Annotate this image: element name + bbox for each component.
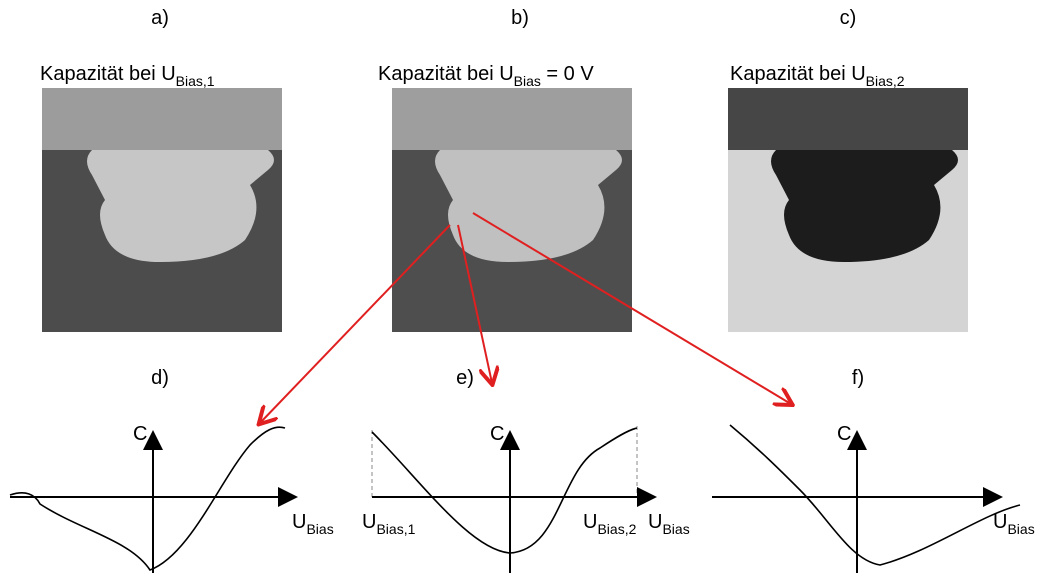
x-axis-label: UBias <box>292 511 334 537</box>
y-axis-label: C <box>490 423 504 445</box>
page: a) b) c) Kapazität bei UBias,1 Kapazität… <box>0 0 1045 578</box>
title-sub: Bias,1 <box>176 73 215 89</box>
panel-label: d) <box>151 367 169 389</box>
y-axis-label: C <box>837 423 851 445</box>
axis-sub: Bias,2 <box>597 521 636 537</box>
figure: a) b) c) Kapazität bei UBias,1 Kapazität… <box>0 0 1045 573</box>
panel-label: f) <box>852 367 864 389</box>
axis-text: U <box>362 511 376 533</box>
panel-title: Kapazität bei UBias = 0 V <box>378 63 594 89</box>
axis-sub: Bias <box>306 521 333 537</box>
panel-label: e) <box>456 367 474 389</box>
panel-label: c) <box>840 7 857 29</box>
title-tail: = 0 V <box>541 63 594 85</box>
title-text: Kapazität bei U <box>378 63 514 85</box>
title-sub: Bias <box>514 73 541 89</box>
axis-text: U <box>583 511 597 533</box>
image-b <box>392 88 632 332</box>
axis-sub: Bias,1 <box>376 521 415 537</box>
panel-title: Kapazität bei UBias,2 <box>730 63 905 89</box>
axis-sub: Bias <box>1007 521 1034 537</box>
axis-text: U <box>292 511 306 533</box>
image-c <box>728 88 968 332</box>
plot-f: C UBias <box>712 423 1035 573</box>
axis-text: U <box>993 511 1007 533</box>
panel-title: Kapazität bei UBias,1 <box>40 63 215 89</box>
axis-sub: Bias <box>662 521 689 537</box>
axis-mark: UBias,2 <box>583 511 637 537</box>
panel-label: b) <box>511 7 529 29</box>
plot-e: C UBias,1 UBias,2 UBias <box>362 423 690 573</box>
x-axis-label: UBias <box>648 511 690 537</box>
x-axis-label: UBias <box>993 511 1035 537</box>
panel-label: a) <box>151 7 169 29</box>
plot-d: C UBias <box>10 423 334 573</box>
title-text: Kapazität bei U <box>730 63 866 85</box>
image-a <box>42 88 282 332</box>
title-text: Kapazität bei U <box>40 63 176 85</box>
title-sub: Bias,2 <box>866 73 905 89</box>
axis-text: U <box>648 511 662 533</box>
axis-mark: UBias,1 <box>362 511 416 537</box>
y-axis-label: C <box>133 423 147 445</box>
